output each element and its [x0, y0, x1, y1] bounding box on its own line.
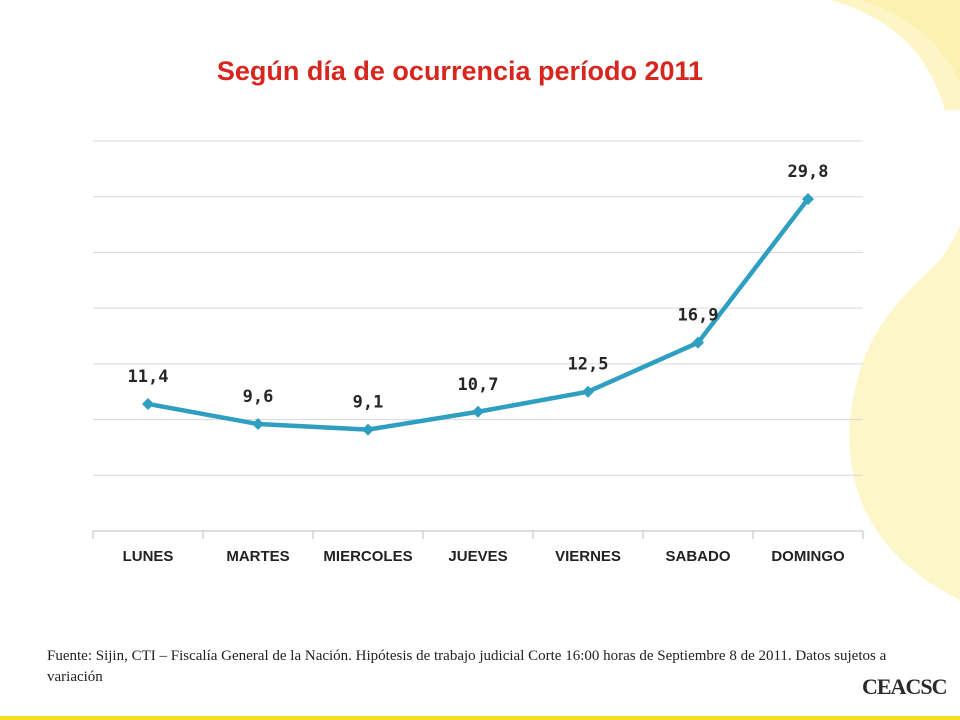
data-label: 10,7 — [458, 375, 499, 395]
data-point — [692, 336, 704, 349]
ceacsc-logo: CEACSC — [852, 668, 947, 714]
source-note: Fuente: Sijin, CTI – Fiscalía General de… — [47, 648, 887, 685]
x-tick-label: DOMINGO — [771, 548, 845, 565]
x-tick-label: MARTES — [226, 548, 289, 565]
data-point — [142, 397, 154, 410]
x-tick-label: MIERCOLES — [323, 548, 412, 565]
x-tick-label: JUEVES — [448, 548, 507, 565]
gridlines — [93, 140, 863, 476]
data-point — [802, 192, 814, 205]
data-label: 9,6 — [243, 387, 274, 407]
data-label: 11,4 — [128, 367, 169, 387]
data-point — [582, 385, 594, 398]
data-point — [472, 405, 484, 418]
data-label: 16,9 — [678, 306, 719, 326]
chart-title: Según día de ocurrencia período 2011 — [216, 56, 704, 86]
data-point — [362, 423, 374, 436]
data-labels: 11,4 9,6 9,1 10,7 12,5 16,9 29,8 — [128, 162, 829, 413]
x-tick-label: LUNES — [123, 548, 174, 565]
data-point — [252, 418, 264, 431]
x-tick-label: VIERNES — [555, 548, 621, 565]
data-label: 9,1 — [353, 393, 384, 413]
x-tick-label: SABADO — [665, 548, 730, 565]
logo-wordmark: CEACSC — [862, 674, 947, 699]
bottom-accent-bar — [0, 716, 960, 720]
data-label: 12,5 — [568, 355, 609, 375]
x-axis: LUNES MARTES MIERCOLES JUEVES VIERNES SABADO D… — [92, 530, 864, 565]
series-line-layer — [142, 192, 814, 436]
data-label: 29,8 — [788, 162, 829, 182]
